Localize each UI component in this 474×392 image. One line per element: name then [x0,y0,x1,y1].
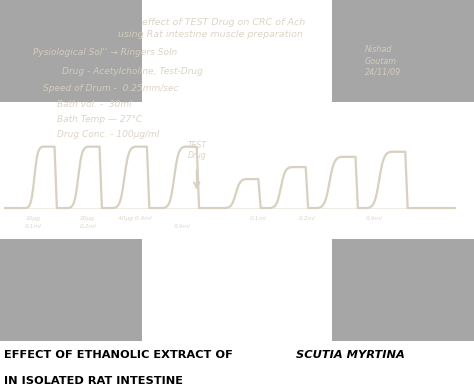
FancyBboxPatch shape [0,0,142,102]
Text: Goutam: Goutam [365,57,397,66]
Text: Drug Conc. - 100μg/ml: Drug Conc. - 100μg/ml [57,130,159,139]
Text: Bath Temp — 27°C: Bath Temp — 27°C [57,115,142,124]
Text: 0.2ml: 0.2ml [299,216,316,221]
FancyBboxPatch shape [332,239,474,392]
Text: 0.1ml: 0.1ml [250,216,267,221]
Text: EFFECT OF ETHANOLIC EXTRACT OF: EFFECT OF ETHANOLIC EXTRACT OF [4,350,237,360]
Text: 0.2ml: 0.2ml [79,225,96,229]
Text: using Rat intestine muscle preparation: using Rat intestine muscle preparation [118,30,303,38]
Text: Pysiological Sol'' → Ringers Soln: Pysiological Sol'' → Ringers Soln [33,48,177,57]
Text: 0.1ml: 0.1ml [25,225,42,229]
Text: IN ISOLATED RAT INTESTINE: IN ISOLATED RAT INTESTINE [4,376,183,386]
Text: TEST
Drug: TEST Drug [187,141,206,160]
Text: Drug - Acetylcholine, Test-Drug: Drug - Acetylcholine, Test-Drug [62,67,202,76]
Text: 40μg 0.4ml: 40μg 0.4ml [118,216,152,221]
Text: 0.4ml: 0.4ml [174,225,191,229]
Text: 10μg: 10μg [26,216,41,221]
Text: SCUTIA MYRTINA: SCUTIA MYRTINA [296,350,405,360]
FancyBboxPatch shape [332,0,474,102]
Text: 20μg: 20μg [80,216,95,221]
FancyBboxPatch shape [0,239,142,392]
Text: 24/11/09: 24/11/09 [365,67,401,76]
Text: 0.4ml: 0.4ml [366,216,383,221]
Text: effect of TEST Drug on CRC of Ach: effect of TEST Drug on CRC of Ach [142,18,305,27]
Text: Nishad: Nishad [365,45,392,54]
Text: Bath vol. -  30ml: Bath vol. - 30ml [57,100,131,109]
Text: Speed of Drum -  0.25mm/sec: Speed of Drum - 0.25mm/sec [43,84,178,93]
